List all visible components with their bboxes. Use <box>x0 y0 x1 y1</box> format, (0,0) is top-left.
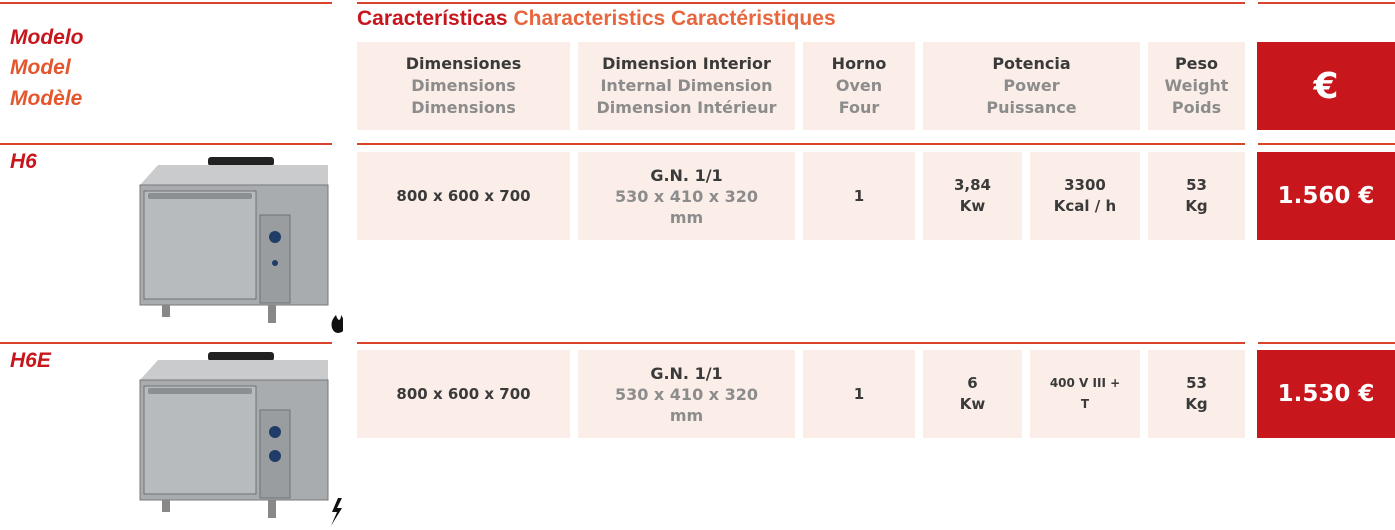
model-label: Modelo <box>10 26 84 49</box>
interior-size: 530 x 410 x 320 mm <box>614 186 759 227</box>
control-panel <box>259 409 291 499</box>
header-line: Peso <box>1174 54 1219 73</box>
header-line: Power <box>1003 76 1060 95</box>
column-header: Dimensiones Dimensions Dimensions <box>357 42 570 130</box>
header-line: Dimensions <box>411 98 516 117</box>
title-es: Características <box>357 7 508 30</box>
handle-bar <box>208 157 274 166</box>
title-en: Characteristics <box>513 7 666 30</box>
knob <box>269 450 281 462</box>
power-line: 3,84 <box>953 176 991 194</box>
power: 3,84 Kw <box>923 152 1022 240</box>
header-line: Poids <box>1171 98 1222 117</box>
interior-size: 530 x 410 x 320 mm <box>614 384 759 425</box>
interior-gn: G.N. 1/1 <box>650 165 723 185</box>
weight-line: 53 <box>1186 176 1207 194</box>
header-line: Dimensions <box>411 76 516 95</box>
header-line: Horno <box>831 54 887 73</box>
header-line: Dimension Intérieur <box>596 98 777 117</box>
rule <box>1258 2 1395 4</box>
model-name: H6 <box>10 150 37 173</box>
currency-header: € <box>1257 42 1395 130</box>
knob <box>269 231 281 243</box>
column-header: Horno Oven Four <box>803 42 915 130</box>
power-line: Kw <box>959 197 986 215</box>
power-alt-line: Kcal / h <box>1053 197 1117 215</box>
column-header: Dimension Interior Internal Dimension Dime… <box>578 42 795 130</box>
foot <box>162 500 170 512</box>
oven-image <box>132 157 343 333</box>
door <box>143 190 257 300</box>
foot <box>162 305 170 317</box>
knob <box>272 260 278 266</box>
header-line: Dimensiones <box>405 54 522 73</box>
weight: 53 Kg <box>1148 152 1245 240</box>
door-handle <box>148 193 252 199</box>
rule <box>357 2 1245 4</box>
characteristics-title: Características Characteristics Caractér… <box>357 7 836 31</box>
power-alt-line: 400 V III + T <box>1049 376 1121 411</box>
knob <box>269 426 281 438</box>
oven-count: 1 <box>803 350 915 438</box>
power-alt: 400 V III + T <box>1030 350 1140 438</box>
oven-image <box>132 352 342 526</box>
interior: G.N. 1/1 530 x 410 x 320 mm <box>578 350 795 438</box>
interior-gn: G.N. 1/1 <box>650 363 723 383</box>
row-rule <box>357 143 1245 145</box>
door-handle <box>148 388 252 394</box>
row-rule <box>0 342 332 344</box>
row-rule <box>357 342 1245 344</box>
door <box>143 385 257 495</box>
weight: 53 Kg <box>1148 350 1245 438</box>
handle-bar <box>208 352 274 361</box>
rule <box>0 2 332 4</box>
power-alt-line: 3300 <box>1064 176 1106 194</box>
row-rule <box>0 143 332 145</box>
header-line: Oven <box>835 76 883 95</box>
column-header: Peso Weight Poids <box>1148 42 1245 130</box>
top <box>140 360 328 380</box>
power-alt: 3300 Kcal / h <box>1030 152 1140 240</box>
model-name: H6E <box>10 349 51 372</box>
header-line: Puissance <box>986 98 1077 117</box>
dimensions: 800 x 600 x 700 <box>357 350 570 438</box>
gas-icon <box>331 315 343 333</box>
power-line: Kw <box>959 395 986 413</box>
weight-line: Kg <box>1185 197 1208 215</box>
header-line: Dimension Interior <box>602 54 771 73</box>
weight-line: 53 <box>1186 374 1207 392</box>
price: 1.530 € <box>1257 350 1395 438</box>
oven-count: 1 <box>803 152 915 240</box>
row-rule <box>1258 143 1395 145</box>
dimensions: 800 x 600 x 700 <box>357 152 570 240</box>
price: 1.560 € <box>1257 152 1395 240</box>
header-line: Four <box>838 98 880 117</box>
row-rule <box>1258 342 1395 344</box>
top <box>140 165 328 185</box>
model-label: Model <box>10 56 71 79</box>
foot <box>268 500 276 518</box>
title-fr: Caractéristiques <box>671 7 836 30</box>
header-line: Internal Dimension <box>600 76 773 95</box>
header-line: Potencia <box>992 54 1071 73</box>
column-header: Potencia Power Puissance <box>923 42 1140 130</box>
control-panel <box>259 214 291 304</box>
model-label: Modèle <box>10 87 83 110</box>
weight-line: Kg <box>1185 395 1208 413</box>
power: 6 Kw <box>923 350 1022 438</box>
electric-icon <box>331 498 342 526</box>
foot <box>268 305 276 323</box>
header-line: Weight <box>1164 76 1229 95</box>
power-line: 6 <box>967 374 978 392</box>
interior: G.N. 1/1 530 x 410 x 320 mm <box>578 152 795 240</box>
